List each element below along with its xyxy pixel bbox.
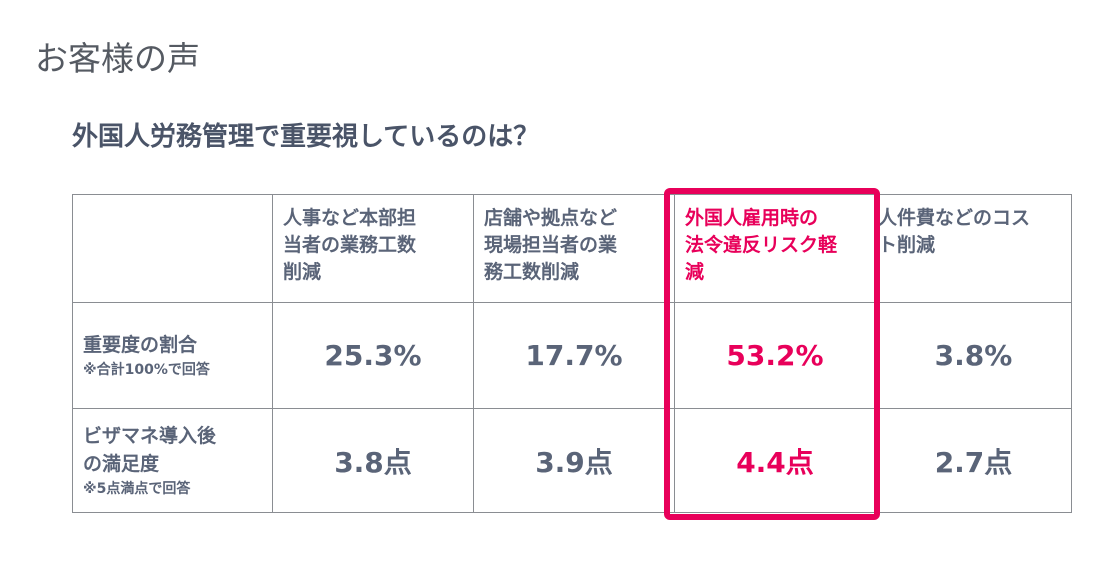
value-cell: 25.3% (272, 302, 474, 409)
question: 外国人労務管理で重要視しているのは？ (72, 122, 540, 152)
header-line: 減 (685, 261, 705, 283)
column-header: 人件費などのコス ト削減 (875, 194, 1072, 303)
header-line: 務工数削減 (484, 261, 580, 283)
column-header: 人事など本部担 当者の業務工数 削減 (272, 194, 474, 303)
value-cell: 3.8点 (272, 408, 474, 513)
label-line: 重要度の割合 (83, 333, 198, 356)
header-row: 人事など本部担 当者の業務工数 削減 店舗や拠点など 現場担当者の業 務工数削減 外国人雇用… (72, 194, 1072, 303)
header-line: 外国人雇用時の (685, 207, 819, 229)
row-label: ビザマネ導入後 の満足度 ※5点満点で回答 (72, 408, 273, 513)
header-line: 当者の業務工数 (283, 234, 417, 256)
value-cell: 53.2% (674, 302, 876, 409)
value-cell: 17.7% (473, 302, 675, 409)
label-line: ビザマネ導入後 (83, 424, 217, 447)
column-header: 外国人雇用時の 法令違反リスク軽減 (674, 194, 876, 303)
row-note: ※5点満点で回答 (83, 480, 191, 497)
header-line: 削減 (283, 261, 322, 283)
survey-table: 人事など本部担 当者の業務工数 削減 店舗や拠点など 現場担当者の業 務工数削減 外国人雇用… (72, 194, 1072, 513)
data-row: ビザマネ導入後 の満足度 ※5点満点で回答 3.8点 3.9点 4.4点 2.7点 (72, 408, 1072, 513)
value-cell: 3.9点 (473, 408, 675, 513)
page-title: お客様の声 (35, 39, 200, 78)
header-line: 店舗や拠点など (484, 207, 618, 229)
header-line: 現場担当者の業 (484, 234, 618, 256)
row-note: ※合計100%で回答 (83, 361, 210, 378)
value-cell: 3.8% (875, 302, 1072, 409)
header-line: 人事など本部担 (283, 207, 417, 229)
header-line: ト削減 (878, 234, 936, 256)
header-line: 法令違反リスク軽 (685, 234, 838, 256)
corner-cell (72, 194, 273, 303)
value-cell: 2.7点 (875, 408, 1072, 513)
value-cell: 4.4点 (674, 408, 876, 513)
data-row: 重要度の割合 ※合計100%で回答 25.3% 17.7% 53.2% 3.8% (72, 302, 1072, 409)
label-line: の満足度 (83, 452, 160, 475)
row-label: 重要度の割合 ※合計100%で回答 (72, 302, 273, 409)
column-header: 店舗や拠点など 現場担当者の業 務工数削減 (473, 194, 675, 303)
header-line: 人件費などのコス (878, 207, 1031, 229)
